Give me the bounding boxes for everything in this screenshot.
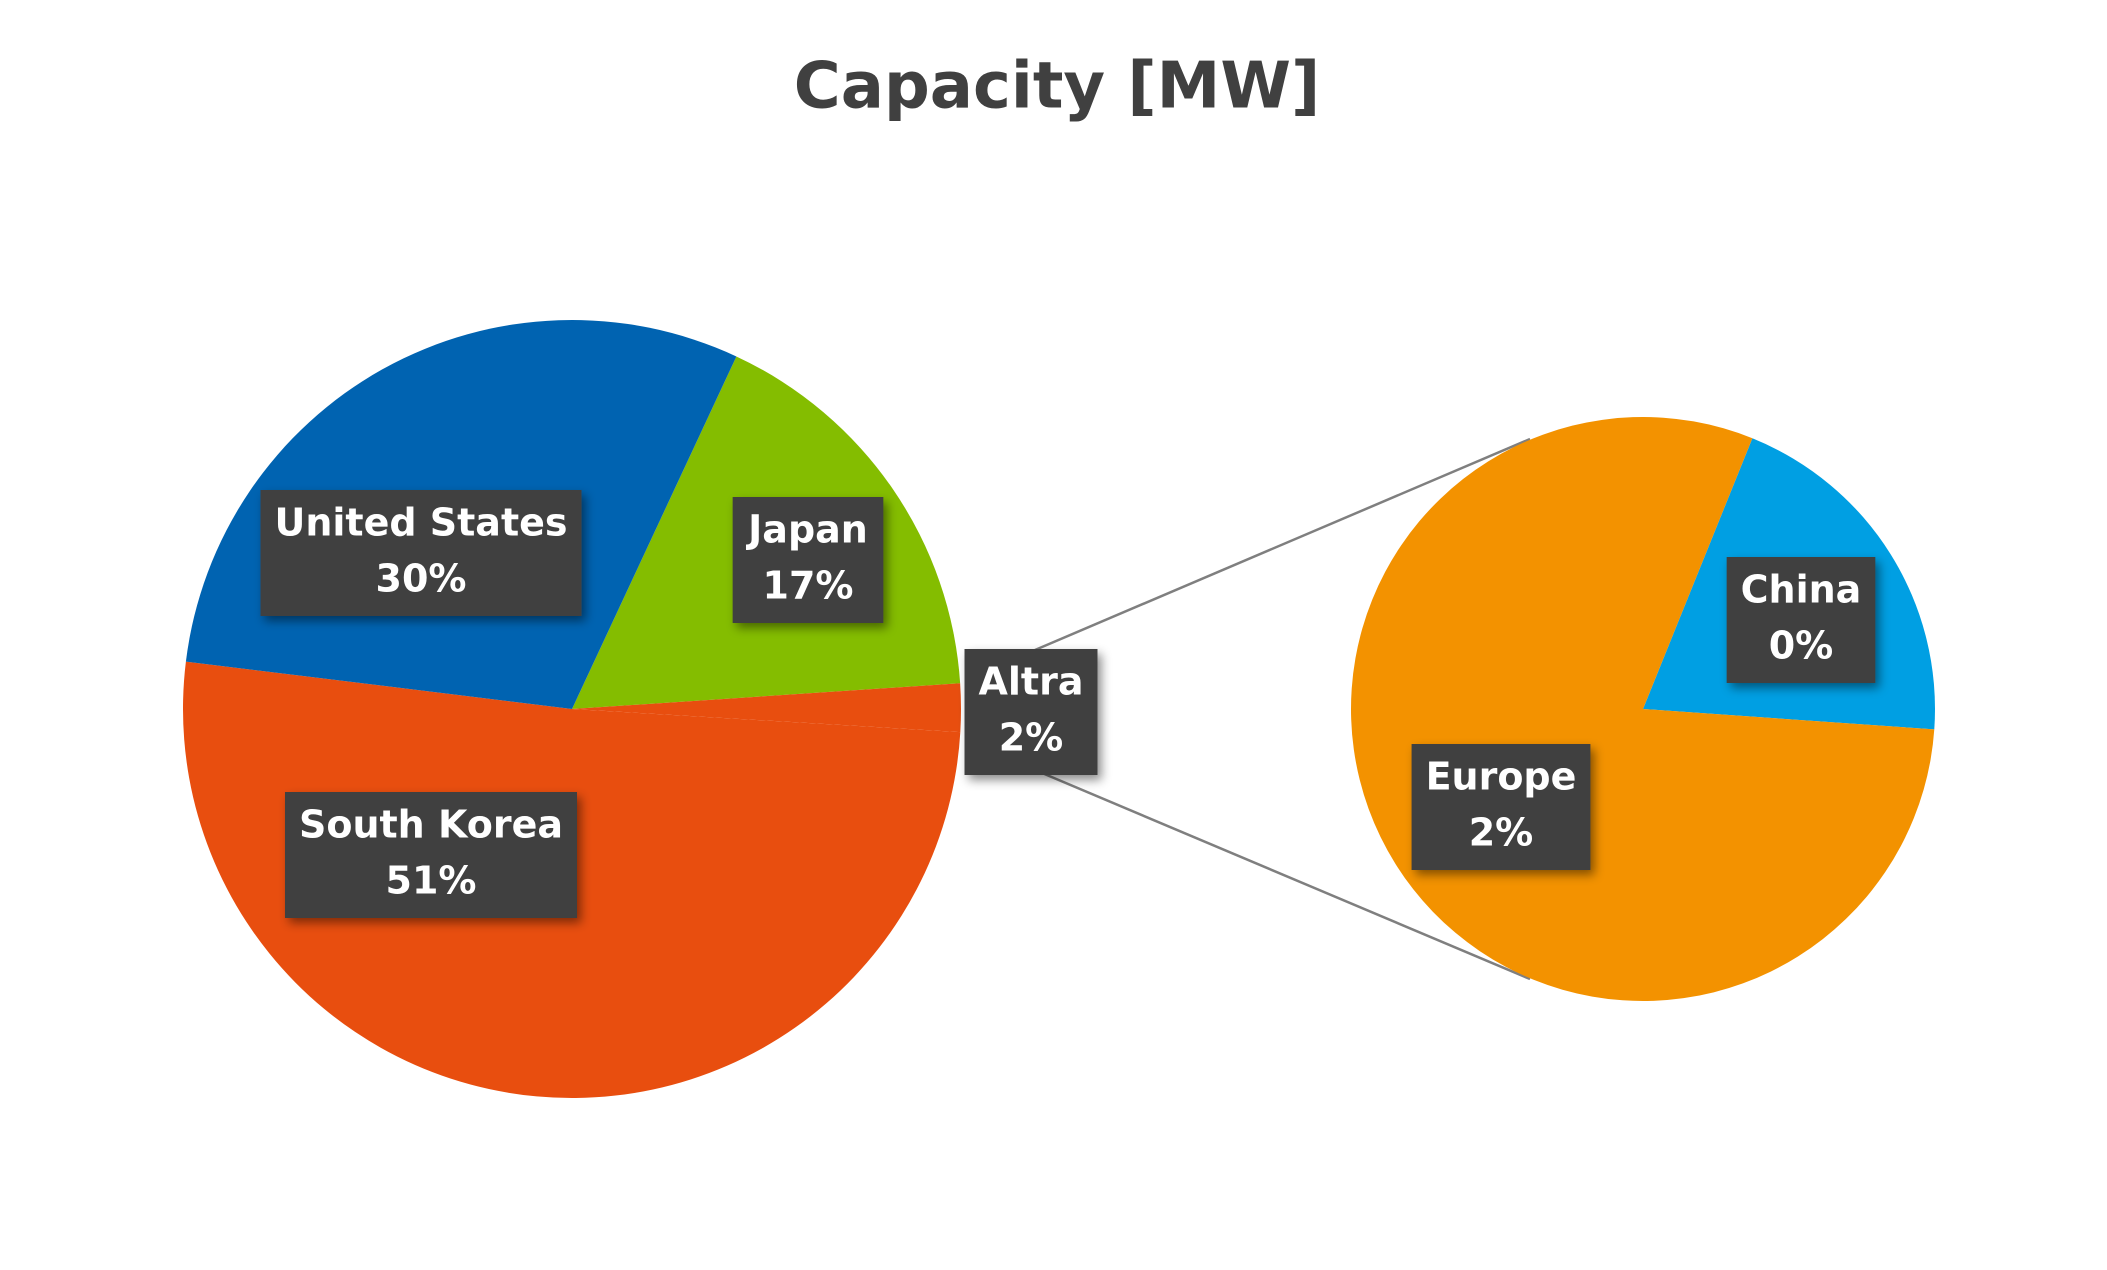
label-box (1411, 744, 1591, 870)
label-box (1726, 557, 1876, 683)
chart-title: Capacity [MW] (794, 50, 1320, 124)
data-label: Europe 2% (1411, 744, 1591, 870)
label-category: China (1741, 568, 1862, 612)
label-value: 51% (386, 859, 477, 903)
connector-line (1034, 437, 1531, 652)
label-box (964, 649, 1098, 775)
label-box (260, 490, 582, 616)
label-box (732, 497, 884, 623)
label-category: South Korea (299, 803, 563, 847)
data-label: Altra 2% (964, 649, 1098, 775)
label-category: Altra (979, 660, 1084, 704)
label-value: 2% (1469, 811, 1534, 855)
data-label: South Korea 51% (284, 792, 578, 918)
data-label: Japan 17% (732, 497, 884, 623)
pie-slice (572, 683, 961, 733)
label-value: 2% (999, 716, 1064, 760)
label-box (284, 792, 578, 918)
labels: Japan 17% Altra 2% South Korea 51% United Stat… (260, 490, 1876, 918)
label-category: United States (274, 501, 567, 545)
label-value: 0% (1769, 624, 1834, 668)
data-label: China 0% (1726, 557, 1876, 683)
label-value: 30% (376, 557, 467, 601)
connector-line (1034, 768, 1531, 981)
data-label: United States 30% (260, 490, 582, 616)
label-category: Europe (1426, 755, 1577, 799)
label-value: 17% (763, 564, 854, 608)
label-category: Japan (745, 508, 868, 552)
